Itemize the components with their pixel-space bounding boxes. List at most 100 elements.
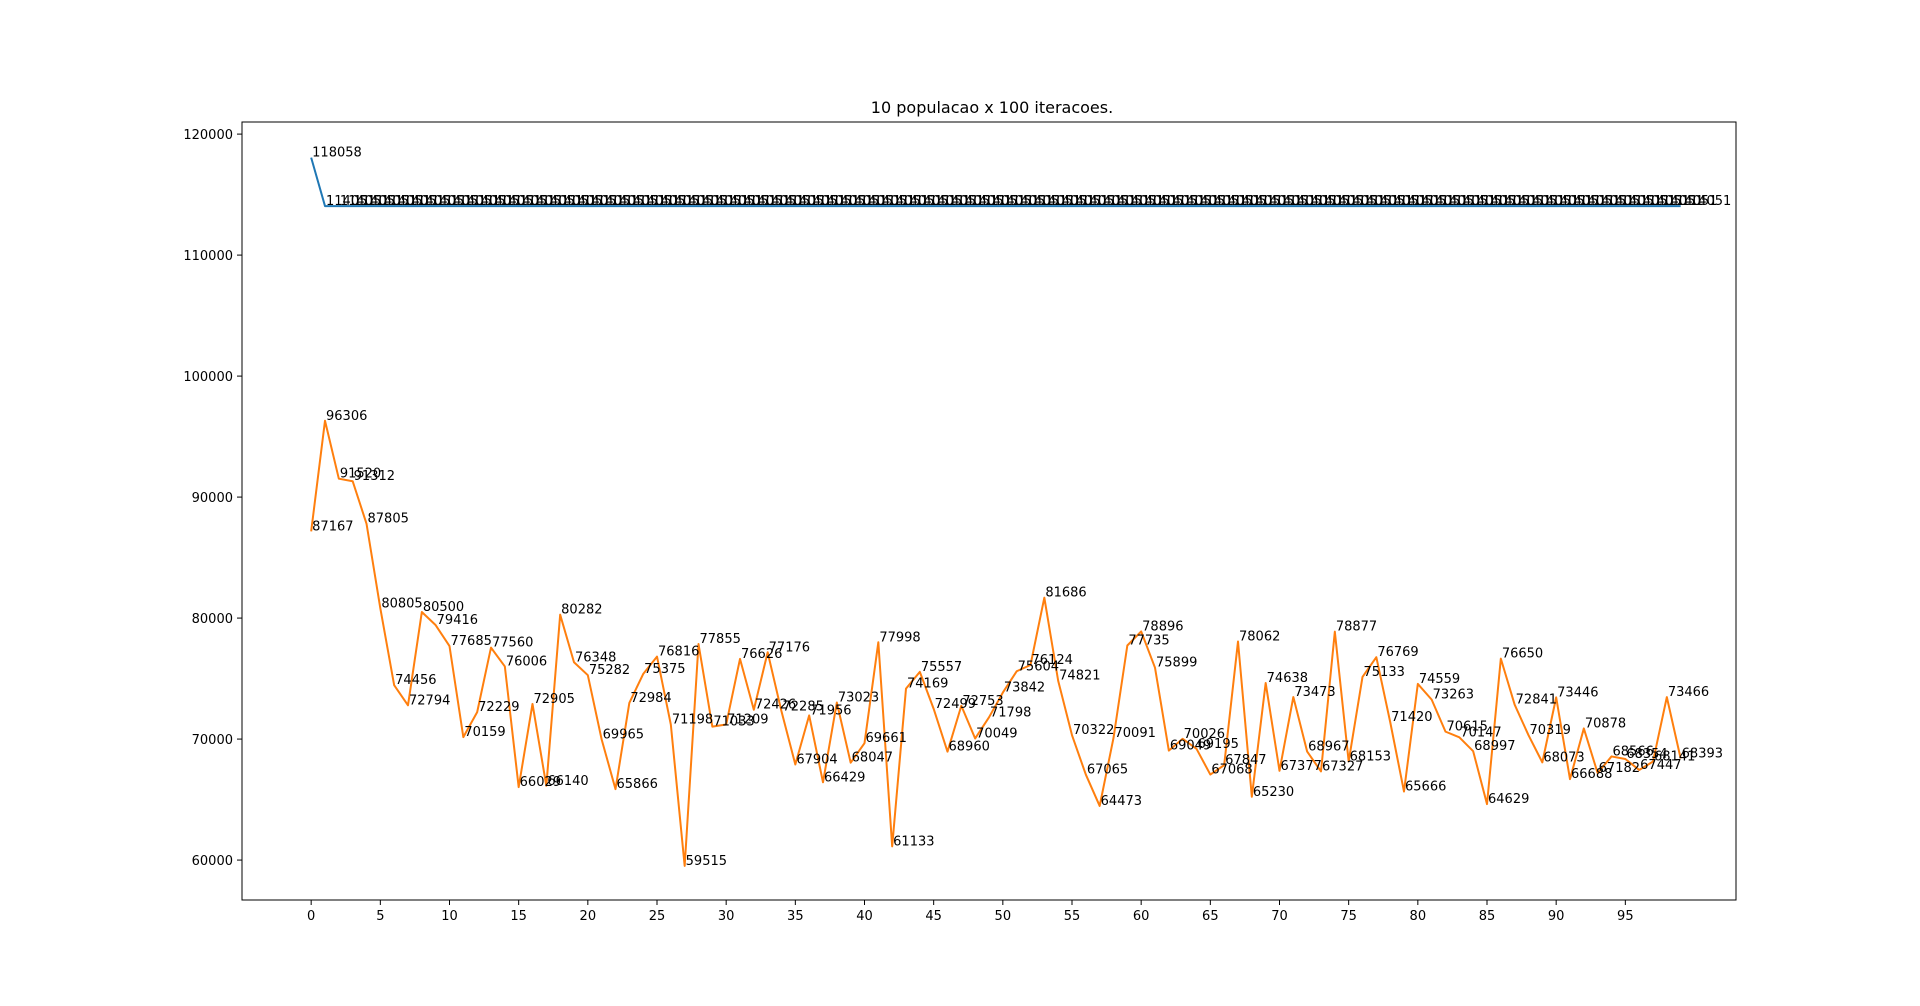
data-label-media: 73446 [1557,685,1598,700]
data-label-melhor: 114051 [1073,194,1123,209]
data-label-melhor: 114051 [769,194,819,209]
data-label-melhor: 114051 [464,194,514,209]
data-label-media: 96306 [326,409,367,424]
data-label-media: 67377 [1281,759,1322,774]
data-label-media: 77560 [492,636,533,651]
data-label-media: 61133 [893,834,934,849]
data-label-media: 71198 [672,713,713,728]
data-label-melhor: 114051 [478,194,528,209]
data-label-melhor: 114051 [1281,194,1331,209]
plot-area: 0 5 10 15 20 25 30 35 40 45 50 55 60 65 70 75 80 85 90 95 60… [183,121,1737,924]
data-label-media: 87805 [368,512,409,527]
chart-title: 10 populacao x 100 iteracoes. [871,98,1113,117]
data-label-melhor: 114051 [713,194,763,209]
data-label-media: 68566 [1613,744,1654,759]
data-label-media: 68960 [949,740,990,755]
data-label-media: 80500 [423,600,464,615]
data-label-media: 77998 [879,630,920,645]
data-label-melhor: 114051 [907,194,957,209]
data-label-melhor: 114051 [1322,194,1372,209]
x-tick-label: 20 [580,909,597,924]
data-label-media: 76124 [1032,653,1073,668]
data-label-media: 66688 [1571,767,1612,782]
axes-frame [241,121,1737,901]
data-label-melhor: 114051 [921,194,971,209]
data-label-media: 72753 [962,694,1003,709]
series-line-media [310,419,1682,867]
y-tick-label: 70000 [192,733,233,748]
data-label-media: 76816 [658,645,699,660]
data-label-media: 91312 [354,469,395,484]
data-label-media: 71209 [727,712,768,727]
data-label-media: 67182 [1599,761,1640,776]
data-label-melhor: 114051 [561,194,611,209]
data-label-media: 70322 [1073,723,1114,738]
data-label-melhor: 114051 [1530,194,1580,209]
data-label-media: 73023 [838,691,879,706]
data-label-melhor: 114051 [962,194,1012,209]
data-label-media: 67904 [796,752,837,767]
data-label-media: 68141 [1654,750,1695,765]
data-label-media: 72229 [478,700,519,715]
data-label-melhor: 114051 [520,194,570,209]
data-label-media: 73473 [1294,685,1335,700]
data-label-media: 59515 [686,854,727,869]
y-tick-label: 80000 [192,612,233,627]
data-label-media: 67847 [1225,753,1266,768]
data-label-media: 64629 [1488,792,1529,807]
data-label-media: 70026 [1184,727,1225,742]
data-label-melhor: 114051 [1474,194,1524,209]
data-label-melhor: 114051 [1516,194,1566,209]
data-label-media: 75899 [1156,656,1197,671]
data-label-media: 74638 [1267,671,1308,686]
data-label-media: 65866 [617,777,658,792]
data-label-media: 68997 [1474,739,1515,754]
x-tick-label: 80 [1410,909,1427,924]
data-label-melhor: 114051 [1336,194,1386,209]
data-label-melhor: 114051 [1613,194,1663,209]
data-label-melhor: 114051 [368,194,418,209]
data-label-media: 80282 [561,603,602,618]
data-label-melhor: 114051 [1225,194,1275,209]
data-label-melhor: 114051 [727,194,777,209]
data-label-melhor: 114051 [1184,194,1234,209]
data-label-media: 77735 [1128,633,1169,648]
x-tick-label: 95 [1617,909,1634,924]
data-label-melhor: 114051 [1239,194,1289,209]
y-tick-label: 110000 [183,249,233,264]
data-label-media: 65230 [1253,785,1294,800]
data-label-melhor: 114051 [437,194,487,209]
data-label-melhor: 114051 [976,194,1026,209]
x-tick-label: 75 [1340,909,1357,924]
data-label-melhor: 114051 [1626,194,1676,209]
data-label-melhor: 114051 [1101,194,1151,209]
data-label-melhor: 114051 [1253,194,1303,209]
x-tick-label: 90 [1548,909,1565,924]
data-label-melhor: 114051 [852,194,902,209]
data-label-media: 67068 [1211,763,1252,778]
x-tick-label: 0 [307,909,315,924]
data-label-melhor: 114051 [1447,194,1497,209]
data-label-melhor: 118058 [312,146,362,161]
y-tick-label: 90000 [192,491,233,506]
data-label-media: 75375 [644,662,685,677]
x-tick-label: 30 [718,909,735,924]
x-tick-label: 60 [1133,909,1150,924]
data-label-melhor: 114051 [686,194,736,209]
x-tick-label: 40 [856,909,873,924]
x-tick-label: 65 [1202,909,1219,924]
data-label-media: 69195 [1198,737,1239,752]
data-label-melhor: 114051 [1585,194,1635,209]
data-label-media: 70878 [1585,716,1626,731]
data-label-media: 75282 [589,663,630,678]
data-label-melhor: 114051 [381,194,431,209]
data-label-melhor: 114051 [1198,194,1248,209]
data-label-media: 72285 [783,699,824,714]
data-label-media: 72905 [534,692,575,707]
data-label-melhor: 114051 [1543,194,1593,209]
data-label-melhor: 114051 [1557,194,1607,209]
data-label-media: 69661 [866,731,907,746]
data-label-media: 73263 [1433,688,1474,703]
